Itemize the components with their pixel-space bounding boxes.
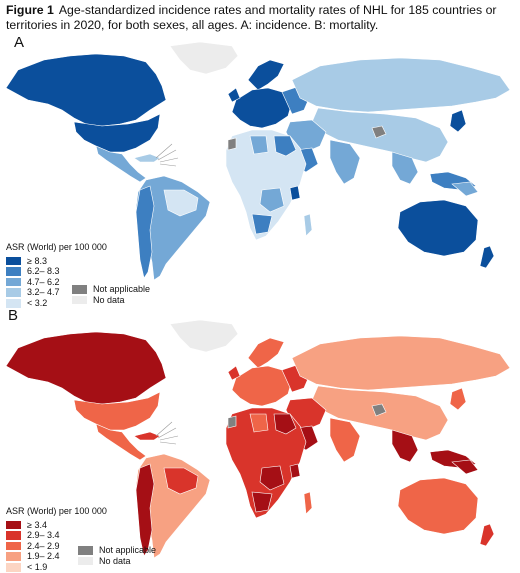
- north-america: [5, 53, 167, 153]
- central-america: [95, 423, 161, 461]
- south-america: [135, 453, 211, 559]
- incidence-map: [5, 41, 511, 281]
- panel-letter-a: A: [14, 34, 25, 51]
- legend-item-not-applicable: Not applicable: [72, 284, 150, 295]
- greenland: [169, 41, 239, 75]
- legend-label: 1.9– 2.4: [27, 551, 60, 562]
- caribbean-callouts: [155, 143, 179, 167]
- legend-swatch: [72, 295, 87, 305]
- central-america: [95, 145, 161, 183]
- legend-label: Not applicable: [93, 284, 151, 294]
- legend-swatch: [72, 285, 87, 294]
- legend-label: ≥ 8.3: [27, 255, 47, 266]
- europe: [227, 337, 311, 407]
- greenland: [169, 319, 239, 353]
- legend-swatch: [6, 267, 21, 276]
- caribbean-callouts: [155, 421, 179, 445]
- legend-label: 4.7– 6.2: [27, 276, 60, 287]
- legend-item: ≥ 3.4: [6, 520, 107, 531]
- mortality-map: [5, 319, 511, 559]
- legend-title-incidence: ASR (World) per 100 000: [6, 242, 107, 252]
- legend-item: 1.9– 2.4: [6, 551, 107, 562]
- legend-incidence: ASR (World) per 100 000 ≥ 8.3 6.2– 8.3 4…: [6, 242, 107, 309]
- europe: [227, 59, 311, 129]
- legend-label: No data: [93, 294, 125, 305]
- russia-asia: [285, 57, 511, 191]
- legend-swatch: [78, 546, 93, 555]
- legend-label: 3.2– 4.7: [27, 287, 60, 298]
- legend-item: 2.9– 3.4: [6, 530, 107, 541]
- legend-swatch: [6, 531, 21, 540]
- legend-title-mortality: ASR (World) per 100 000: [6, 506, 107, 516]
- legend-item: 2.4– 2.9: [6, 541, 107, 552]
- legend-label: < 1.9: [27, 561, 48, 572]
- legend-label: ≥ 3.4: [27, 519, 47, 530]
- figure-caption-text: Age-standardized incidence rates and mor…: [6, 3, 497, 32]
- legend-item: 6.2– 8.3: [6, 266, 107, 277]
- legend-item-not-applicable: Not applicable: [78, 545, 156, 556]
- africa: [225, 129, 313, 241]
- legend-swatch: [6, 541, 21, 551]
- figure-label: Figure 1: [6, 3, 54, 17]
- legend-item-no-data: No data: [78, 556, 156, 567]
- legend-label: Not applicable: [99, 545, 157, 555]
- south-america: [135, 175, 211, 281]
- legend-item-no-data: No data: [72, 295, 150, 306]
- legend-swatch: [6, 288, 21, 297]
- legend-extra-incidence: Not applicable No data: [72, 284, 150, 305]
- legend-swatch: [6, 277, 21, 287]
- legend-swatch: [6, 299, 21, 308]
- legend-label: 2.9– 3.4: [27, 530, 60, 541]
- legend-label: 2.4– 2.9: [27, 540, 60, 551]
- legend-item: 3.2– 4.7: [6, 287, 107, 298]
- legend-swatch: [6, 256, 21, 266]
- legend-label: < 3.2: [27, 297, 48, 308]
- legend-item: ≥ 8.3: [6, 256, 107, 267]
- legend-item: < 3.2: [6, 298, 107, 309]
- panel-letter-b: B: [8, 307, 19, 324]
- legend-label: 6.2– 8.3: [27, 266, 60, 277]
- oceania: [397, 181, 495, 269]
- oceania: [397, 459, 495, 547]
- legend-extra-mortality: Not applicable No data: [78, 545, 156, 566]
- legend-label: No data: [99, 555, 131, 566]
- russia-asia: [285, 335, 511, 469]
- figure-caption: Figure 1 Age-standardized incidence rates…: [6, 3, 514, 32]
- legend-swatch: [6, 520, 21, 530]
- legend-swatch: [6, 563, 21, 572]
- legend-swatch: [6, 552, 21, 561]
- legend-swatch: [78, 556, 93, 566]
- north-america: [5, 331, 167, 431]
- legend-item: 4.7– 6.2: [6, 277, 107, 288]
- africa: [225, 407, 313, 519]
